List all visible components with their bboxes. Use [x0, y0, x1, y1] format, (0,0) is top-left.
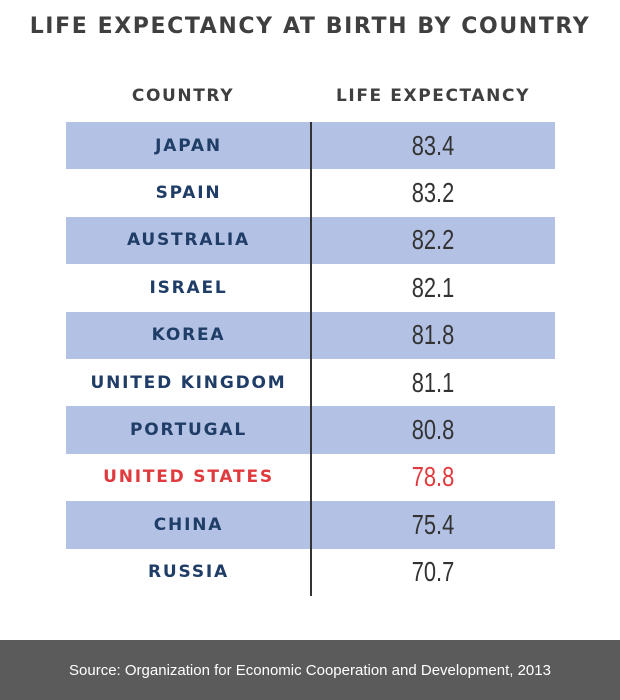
- country-cell: RUSSIA: [148, 562, 229, 583]
- source-footer: Source: Organization for Economic Cooper…: [0, 640, 620, 700]
- table-row: UNITED STATES 78.8: [66, 454, 555, 501]
- chart-title: LIFE EXPECTANCY AT BIRTH BY COUNTRY: [29, 14, 591, 39]
- life-expectancy-cell: 75.4: [411, 508, 455, 540]
- column-divider: [310, 122, 312, 596]
- country-cell: UNITED STATES: [103, 467, 274, 488]
- country-cell: CHINA: [153, 514, 224, 535]
- table-row: RUSSIA 70.7: [66, 549, 555, 596]
- source-text: Source: Organization for Economic Cooper…: [69, 661, 551, 679]
- country-cell: AUSTRALIA: [126, 230, 251, 251]
- table-row: SPAIN 83.2: [66, 169, 555, 216]
- life-expectancy-cell: 78.8: [411, 461, 455, 493]
- life-expectancy-cell: 83.2: [411, 177, 455, 209]
- country-cell: KOREA: [151, 325, 226, 346]
- table-row: UNITED KINGDOM 81.1: [66, 359, 555, 406]
- life-expectancy-cell: 82.1: [411, 271, 455, 303]
- country-cell: JAPAN: [155, 135, 222, 156]
- country-cell: SPAIN: [155, 183, 222, 204]
- column-header-country: COUNTRY: [131, 86, 235, 106]
- table-row: ISRAEL 82.1: [66, 264, 555, 311]
- life-expectancy-cell: 70.7: [411, 556, 455, 588]
- country-cell: UNITED KINGDOM: [90, 372, 287, 393]
- column-header-life-expectancy: LIFE EXPECTANCY: [335, 86, 531, 106]
- life-expectancy-cell: 82.2: [411, 224, 455, 256]
- life-expectancy-cell: 81.8: [411, 319, 455, 351]
- country-cell: PORTUGAL: [130, 420, 247, 441]
- life-expectancy-cell: 80.8: [411, 414, 455, 446]
- life-expectancy-cell: 83.4: [411, 129, 455, 161]
- life-expectancy-cell: 81.1: [411, 366, 455, 398]
- country-cell: ISRAEL: [149, 277, 228, 298]
